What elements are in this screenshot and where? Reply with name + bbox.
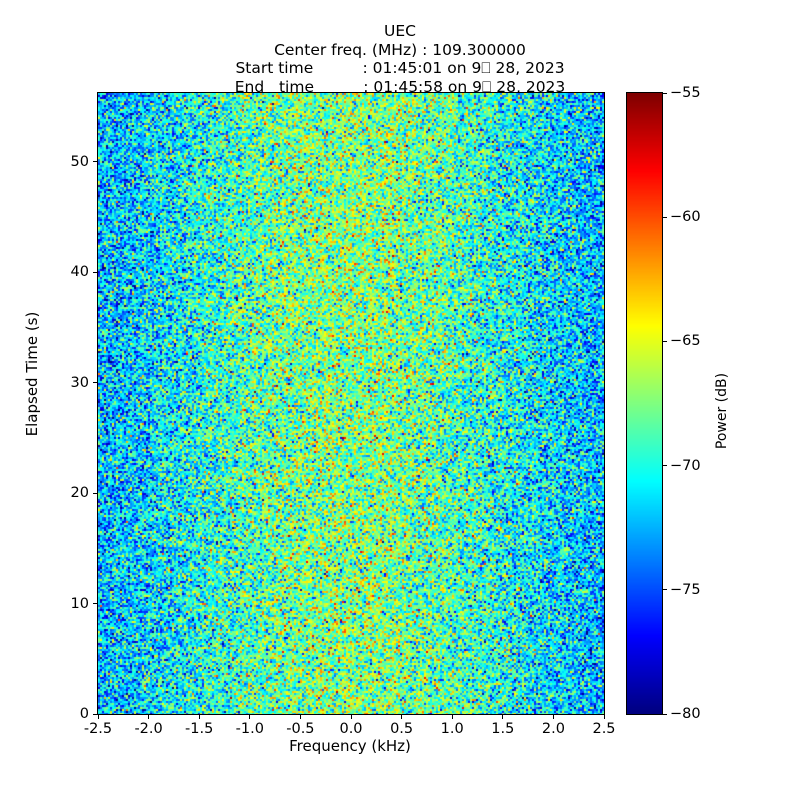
x-axis-tick-label: 2.0 bbox=[541, 721, 565, 737]
y-axis-tick-label: 30 bbox=[70, 374, 89, 391]
y-axis-tick bbox=[93, 382, 97, 383]
y-axis-label: Elapsed Time (s) bbox=[23, 311, 41, 437]
x-axis-tick-label: 1.0 bbox=[440, 721, 464, 737]
colorbar-tick-label: −60 bbox=[670, 209, 701, 226]
x-axis-tick-label: -1.0 bbox=[235, 721, 264, 737]
x-axis-tick-label: -1.5 bbox=[185, 721, 214, 737]
x-axis-tick bbox=[552, 715, 554, 719]
x-axis-tick-label: 0.0 bbox=[339, 721, 363, 737]
x-axis-label: Frequency (kHz) bbox=[289, 737, 411, 755]
colorbar-tick-label: −55 bbox=[670, 85, 701, 101]
x-axis-tick bbox=[451, 715, 453, 719]
colorbar-tick-label: −80 bbox=[670, 706, 701, 722]
colorbar-label: Power (dB) bbox=[714, 372, 730, 450]
x-axis-tick bbox=[350, 715, 352, 719]
x-axis-tick-label: -0.5 bbox=[286, 721, 315, 737]
x-axis-tick bbox=[603, 715, 605, 719]
x-axis-tick bbox=[148, 715, 150, 719]
x-axis-tick bbox=[198, 715, 200, 719]
colorbar-tick bbox=[663, 713, 667, 715]
x-axis-tick bbox=[249, 715, 251, 719]
colorbar bbox=[626, 92, 663, 715]
colorbar-tick-label: −65 bbox=[670, 333, 701, 350]
x-axis-tick-label: 1.5 bbox=[491, 721, 515, 737]
colorbar-tick-label: −70 bbox=[670, 457, 701, 474]
y-axis-tick bbox=[93, 161, 97, 162]
x-axis-tick-label: 2.5 bbox=[592, 721, 616, 737]
colorbar-tick bbox=[663, 92, 667, 94]
y-axis-tick-label: 40 bbox=[70, 264, 89, 280]
spectrogram-image bbox=[98, 93, 604, 714]
colorbar-tick bbox=[663, 589, 667, 591]
y-axis-tick-label: 10 bbox=[70, 595, 89, 612]
colorbar-tick bbox=[663, 465, 667, 467]
x-axis-tick-label: 0.5 bbox=[390, 721, 414, 737]
title-line-station: UEC bbox=[384, 22, 416, 40]
colorbar-tick bbox=[663, 216, 667, 218]
title-line-end-time: End time : 01:45:58 on 9⎕ 28, 2023 bbox=[234, 77, 566, 96]
x-axis-tick-label: -2.0 bbox=[134, 721, 163, 737]
y-axis-tick bbox=[93, 271, 97, 273]
x-axis-tick bbox=[97, 715, 99, 719]
y-axis-tick-label: 20 bbox=[70, 485, 89, 501]
x-axis-tick bbox=[299, 715, 301, 719]
figure-title-block: UEC Center freq. (MHz) : 109.300000 Star… bbox=[0, 22, 800, 96]
title-line-center-freq: Center freq. (MHz) : 109.300000 bbox=[274, 40, 526, 59]
y-axis-tick bbox=[93, 492, 97, 494]
y-axis-tick bbox=[93, 713, 97, 715]
x-axis-tick bbox=[502, 715, 504, 719]
y-axis-tick-label: 50 bbox=[70, 153, 89, 170]
spectrogram-axes bbox=[97, 92, 605, 715]
colorbar-gradient bbox=[627, 93, 662, 714]
y-axis-tick-label: 0 bbox=[79, 706, 89, 722]
title-line-start-time: Start time : 01:45:01 on 9⎕ 28, 2023 bbox=[235, 59, 565, 77]
x-axis-tick bbox=[401, 715, 403, 719]
colorbar-tick-label: −75 bbox=[670, 581, 701, 598]
y-axis-tick bbox=[93, 603, 97, 604]
colorbar-tick bbox=[663, 340, 667, 342]
x-axis-tick-label: -2.5 bbox=[83, 721, 113, 737]
